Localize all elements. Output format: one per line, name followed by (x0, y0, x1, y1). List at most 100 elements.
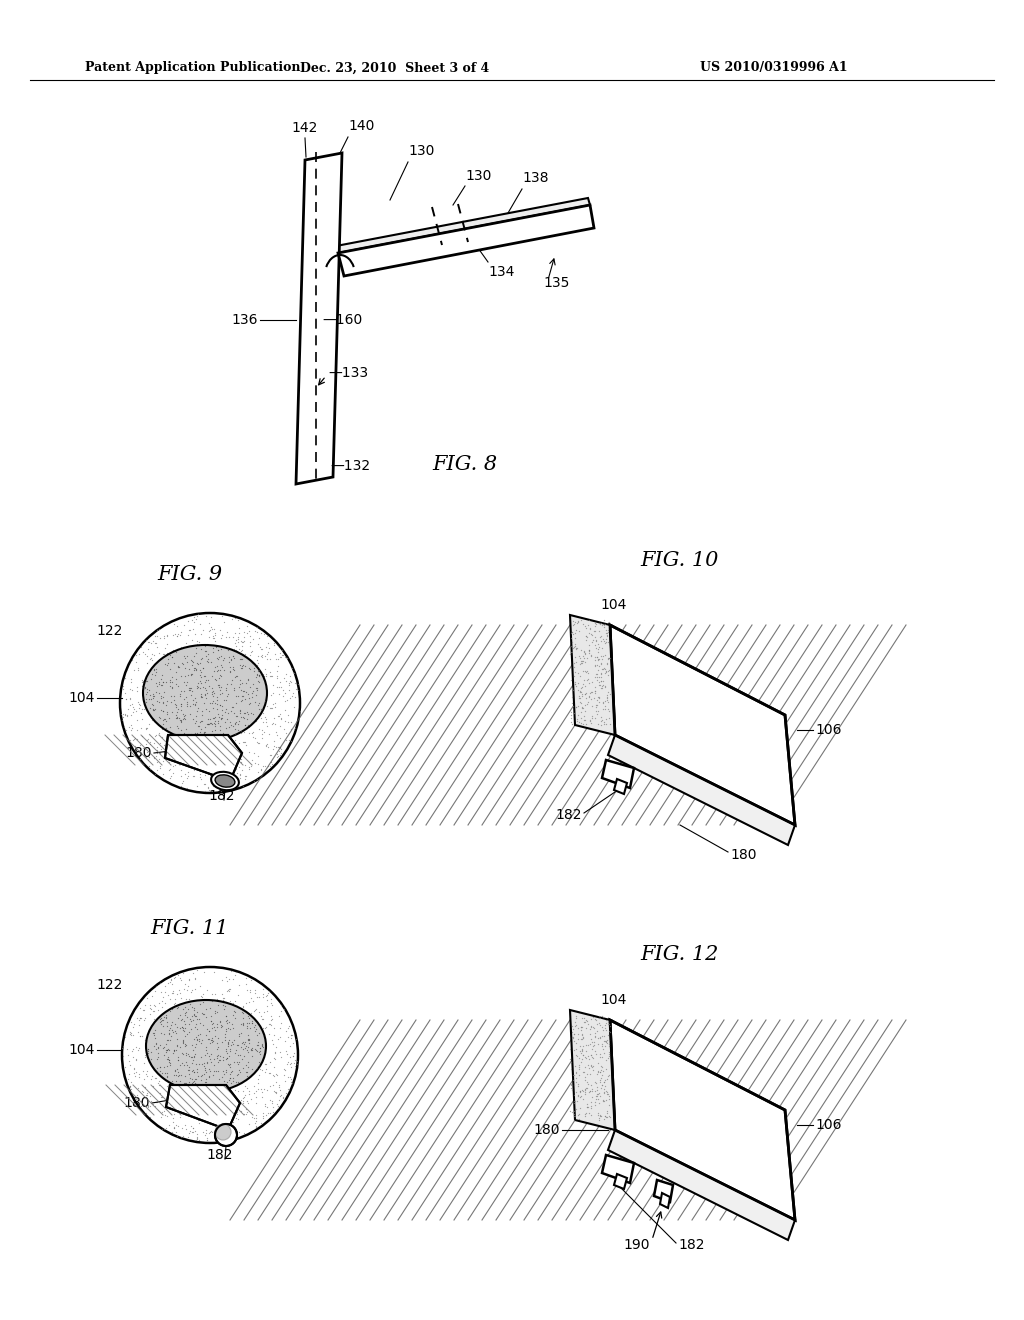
Point (222, 673, 239, 694)
Point (199, 729, 215, 750)
Point (152, 682, 168, 704)
Point (225, 770, 242, 791)
Point (209, 1039, 225, 1060)
Point (579, 660, 595, 681)
Point (266, 1065, 283, 1086)
Point (589, 689, 605, 710)
Point (220, 756, 237, 777)
Point (571, 1081, 588, 1102)
Point (241, 1012, 257, 1034)
Point (214, 983, 230, 1005)
Point (598, 1019, 614, 1040)
Point (126, 729, 142, 750)
Point (221, 1117, 238, 1138)
Point (165, 1107, 181, 1129)
Point (232, 631, 249, 652)
Point (160, 1072, 176, 1093)
Point (238, 1055, 254, 1076)
Point (168, 1114, 184, 1135)
Point (218, 627, 234, 648)
Point (267, 1048, 284, 1069)
Point (194, 1002, 210, 1023)
Point (209, 713, 225, 734)
Point (587, 681, 603, 702)
Point (170, 965, 186, 986)
Point (198, 1072, 214, 1093)
Point (200, 756, 216, 777)
Point (578, 710, 594, 731)
Point (152, 1035, 168, 1056)
Point (170, 1074, 186, 1096)
Point (594, 1074, 610, 1096)
Point (217, 1006, 233, 1027)
Point (114, 709, 130, 730)
Point (137, 1064, 154, 1085)
Point (213, 708, 229, 729)
Point (193, 1085, 209, 1106)
Point (566, 612, 583, 634)
Point (262, 661, 279, 682)
Point (209, 1032, 225, 1053)
Point (244, 748, 260, 770)
Point (240, 1002, 256, 1023)
Point (572, 648, 589, 669)
Point (171, 1088, 187, 1109)
Point (117, 668, 133, 689)
Point (188, 677, 205, 698)
Point (143, 644, 160, 665)
Point (562, 705, 579, 726)
Point (239, 1090, 255, 1111)
Point (161, 1049, 177, 1071)
Point (193, 1023, 209, 1044)
Point (184, 752, 201, 774)
Point (254, 1034, 270, 1055)
Point (131, 1067, 147, 1088)
Point (173, 1008, 189, 1030)
Point (220, 1032, 237, 1053)
Point (162, 768, 178, 789)
Point (580, 1093, 596, 1114)
Point (589, 647, 605, 668)
Polygon shape (602, 760, 634, 788)
Point (268, 1082, 285, 1104)
Point (140, 1020, 157, 1041)
Point (266, 1081, 283, 1102)
Point (562, 1100, 579, 1121)
Point (233, 689, 250, 710)
Point (253, 1113, 269, 1134)
Point (245, 628, 261, 649)
Point (241, 693, 257, 714)
Point (193, 1081, 209, 1102)
Point (195, 991, 211, 1012)
Point (181, 696, 198, 717)
Point (584, 1039, 600, 1060)
Point (162, 1055, 178, 1076)
Point (171, 624, 187, 645)
Point (178, 767, 195, 788)
Point (263, 993, 280, 1014)
Point (286, 696, 302, 717)
Point (569, 705, 586, 726)
Point (582, 1081, 598, 1102)
Point (193, 653, 209, 675)
Point (145, 644, 162, 665)
Point (156, 1118, 172, 1139)
Point (188, 1030, 205, 1051)
Point (272, 1001, 289, 1022)
Point (252, 759, 268, 780)
Point (157, 709, 173, 730)
Point (236, 1090, 252, 1111)
Point (135, 999, 152, 1020)
Point (158, 1098, 174, 1119)
Point (185, 618, 202, 639)
Point (594, 638, 610, 659)
Point (140, 632, 157, 653)
Point (279, 1053, 295, 1074)
Point (191, 975, 208, 997)
Point (255, 986, 271, 1007)
Point (213, 780, 229, 801)
Point (265, 1064, 282, 1085)
Point (166, 1064, 182, 1085)
Point (176, 723, 193, 744)
Point (207, 768, 223, 789)
